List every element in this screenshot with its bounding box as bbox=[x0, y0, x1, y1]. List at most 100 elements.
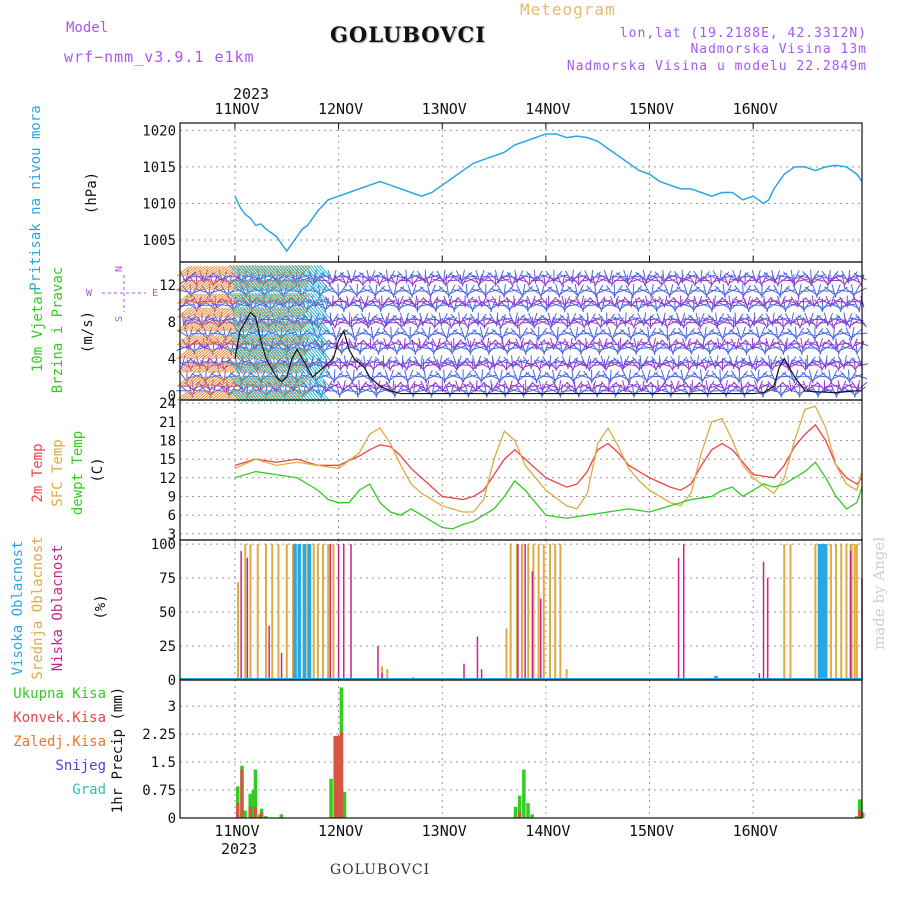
x-tick-label-top: 16NOV bbox=[733, 100, 778, 118]
cloud-bar bbox=[337, 544, 340, 680]
cloud-bar bbox=[849, 550, 852, 680]
cloud-bar bbox=[256, 544, 259, 680]
wind-arrows-cyan bbox=[229, 264, 331, 402]
cloud-bar bbox=[539, 598, 542, 680]
cloud-bar bbox=[682, 544, 685, 680]
precip-legend-item: Zaledj.Kisa bbox=[13, 734, 106, 750]
model-label: Model bbox=[66, 20, 109, 36]
model-name: wrf−nmm_v3.9.1 e1km bbox=[64, 48, 255, 66]
elevation-line: Nadmorska Visina 13m bbox=[690, 42, 867, 57]
precip-legend-item: Konvek.Kisa bbox=[13, 710, 106, 726]
cloud-bar bbox=[855, 544, 858, 680]
precip-bar bbox=[253, 806, 258, 818]
cloud-bar bbox=[565, 669, 568, 680]
cloud-bar bbox=[246, 557, 249, 680]
y-tick-label: 75 bbox=[159, 571, 176, 587]
y-tick-label: 12 bbox=[159, 278, 176, 294]
dir-legend-e: E bbox=[152, 288, 158, 299]
pressure-ylabel: Pritisak na nivou mora bbox=[28, 105, 44, 290]
cloud-bar bbox=[783, 544, 786, 680]
x-tick-label-top: 13NOV bbox=[422, 100, 467, 118]
precip-bar bbox=[236, 786, 240, 818]
cloud-bar bbox=[480, 669, 483, 680]
precip-bar bbox=[264, 816, 268, 818]
y-tick-label: 4 bbox=[168, 352, 176, 368]
cloud-bar bbox=[381, 673, 383, 680]
cloud-bar bbox=[316, 544, 319, 680]
y-tick-label: 2.25 bbox=[142, 727, 176, 743]
precip-bar bbox=[240, 769, 244, 818]
cloud-bar bbox=[531, 571, 534, 680]
cloud-bar bbox=[322, 544, 325, 680]
precip-ylabel: 1hr Precip (mm) bbox=[110, 687, 126, 813]
precip-bar bbox=[236, 803, 240, 818]
x-tick-label-top: 12NOV bbox=[318, 100, 363, 118]
precip-bar bbox=[342, 791, 347, 818]
cloud-bar bbox=[762, 561, 765, 680]
precip-bar bbox=[513, 806, 518, 818]
sfctemp-ylabel: SFC Temp bbox=[50, 439, 66, 506]
precip-bar bbox=[861, 812, 865, 818]
cloud-unit: (%) bbox=[93, 594, 109, 619]
cloud-bar bbox=[285, 544, 288, 680]
cloud-bar bbox=[297, 544, 301, 680]
cloud-bar bbox=[386, 669, 389, 680]
cloud-bar bbox=[244, 544, 247, 680]
mid-cloud-ylabel: Srednja Oblacnost bbox=[30, 536, 46, 679]
y-tick-label: 6 bbox=[168, 508, 176, 524]
watermark: made by Angel bbox=[870, 536, 888, 650]
y-tick-label: 1010 bbox=[142, 196, 176, 212]
cloud-bar bbox=[476, 636, 479, 680]
cloud-bar bbox=[559, 544, 562, 680]
precip-bar bbox=[857, 799, 862, 818]
precip-bar bbox=[248, 806, 252, 818]
wind-speed-line bbox=[234, 311, 862, 395]
cloud-bar bbox=[521, 544, 524, 680]
dir-legend-w: W bbox=[86, 288, 93, 299]
top-year-label: 2023 bbox=[233, 85, 269, 103]
y-tick-label: 3 bbox=[168, 527, 176, 543]
cloud-bar bbox=[350, 544, 352, 680]
precip-bar bbox=[243, 810, 247, 818]
cloud-bar bbox=[293, 544, 297, 680]
cloud-bar bbox=[766, 578, 769, 680]
cloud-bar bbox=[505, 628, 508, 680]
y-tick-label: 25 bbox=[159, 639, 176, 655]
y-tick-label: 0 bbox=[168, 811, 176, 827]
cloud-bar bbox=[249, 544, 252, 680]
precip-bar bbox=[522, 769, 526, 818]
cloud-bar bbox=[714, 675, 718, 680]
precip-bar bbox=[530, 814, 534, 818]
precip-bar bbox=[857, 810, 862, 818]
wind-arrows-strong bbox=[176, 265, 311, 401]
y-tick-label: 1005 bbox=[142, 233, 176, 249]
pressure-line bbox=[234, 133, 863, 253]
x-tick-label-bottom: 16NOV bbox=[733, 822, 778, 840]
precip-bar bbox=[526, 803, 530, 818]
precip-legend-item: Snijeg bbox=[55, 758, 106, 774]
cloud-bar bbox=[280, 652, 283, 680]
cloud-bar bbox=[277, 544, 280, 680]
cloud-bar bbox=[463, 663, 465, 680]
cloud-bar bbox=[537, 544, 540, 680]
cloud-bar bbox=[327, 544, 330, 680]
precip-bar bbox=[336, 735, 341, 818]
y-tick-label: 24 bbox=[159, 396, 176, 412]
cloud-bar bbox=[509, 544, 512, 680]
y-tick-label: 1015 bbox=[142, 160, 176, 176]
cloud-bar bbox=[271, 544, 274, 680]
cloud-bar bbox=[554, 544, 557, 680]
cloud-bar bbox=[840, 544, 843, 680]
meteogram-title: Meteogram bbox=[520, 0, 616, 19]
precip-bar bbox=[257, 814, 262, 818]
precip-bar bbox=[251, 790, 256, 818]
x-tick-label-top: 11NOV bbox=[214, 100, 259, 118]
bottom-year-label: 2023 bbox=[221, 840, 257, 858]
dir-legend-s: S bbox=[114, 316, 125, 322]
cloud-bar bbox=[549, 544, 552, 680]
x-tick-label-top: 14NOV bbox=[525, 100, 570, 118]
precip-bar bbox=[517, 795, 522, 818]
y-tick-label: 1.5 bbox=[151, 755, 176, 771]
cloud-bar bbox=[527, 544, 530, 680]
